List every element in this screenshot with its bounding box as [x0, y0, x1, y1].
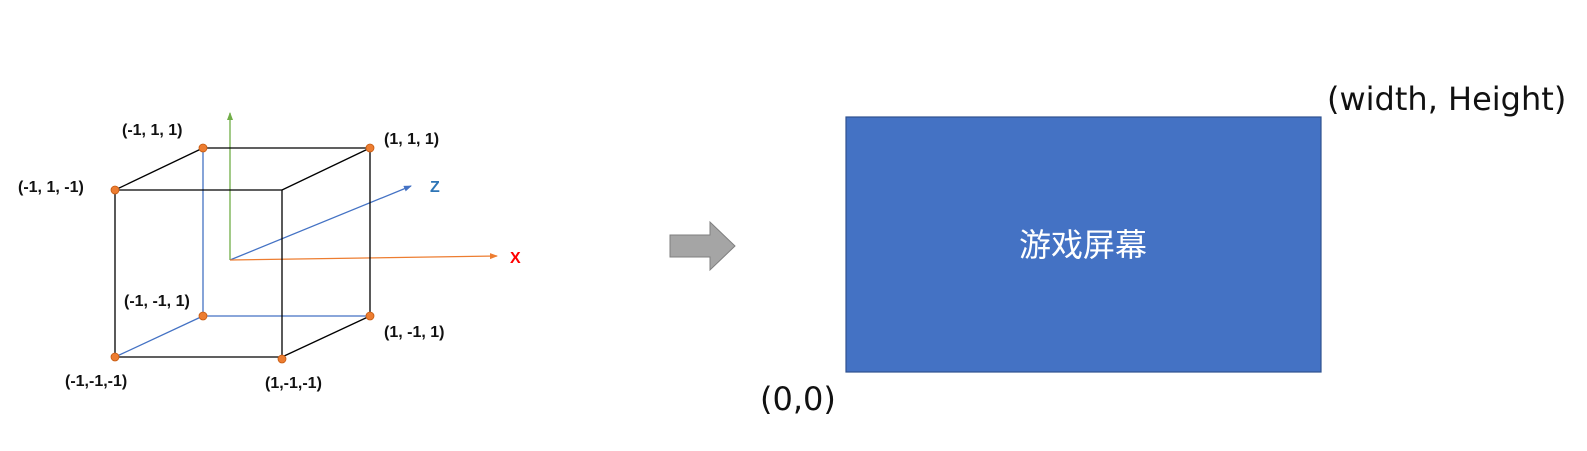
edge-bottom-right — [281, 315, 371, 358]
vertex-label-top-back-left: (-1, 1, 1) — [122, 122, 182, 139]
vertex-dot-bottom-front-right — [277, 354, 287, 364]
vertex-dot-bottom-back-left — [198, 311, 208, 321]
vertex-label-bottom-front-left: (-1,-1,-1) — [65, 373, 127, 390]
transform-arrow — [669, 220, 736, 272]
vertex-label-bottom-back-right: (1, -1, 1) — [384, 324, 444, 341]
game-screen-rect — [845, 116, 1322, 373]
hidden-edge-bottom-left — [114, 315, 204, 358]
vertex-dot-top-back-right — [365, 143, 375, 153]
screen-bottom-left-label: (0,0) — [760, 380, 836, 418]
cube-diagram: (-1, 1, 1) (1, 1, 1) (-1, 1, -1) (-1, -1… — [18, 112, 521, 392]
vertex-dot-bottom-front-left — [110, 352, 120, 362]
game-screen: 游戏屏幕 (width, Height) (0,0) — [760, 80, 1566, 418]
screen-top-right-label: (width, Height) — [1327, 80, 1566, 118]
vertex-dot-top-back-left — [198, 143, 208, 153]
x-axis-label: X — [510, 250, 521, 267]
vertex-label-top-front-left: (-1, 1, -1) — [18, 179, 84, 196]
vertex-label-bottom-back-left: (-1, -1, 1) — [124, 293, 190, 310]
cube-vertices — [110, 143, 375, 364]
vertex-label-bottom-front-right: (1,-1,-1) — [265, 375, 322, 392]
vertex-dot-top-front-left — [110, 185, 120, 195]
game-screen-label: 游戏屏幕 — [1019, 226, 1147, 264]
cube-hidden-edges — [114, 148, 370, 358]
x-axis-line — [229, 253, 498, 261]
edge-top-right — [281, 147, 371, 191]
cube-visible-edges — [114, 147, 371, 358]
cube-front-face — [114, 189, 283, 358]
vertex-dot-bottom-back-right — [365, 311, 375, 321]
z-axis-label: Z — [430, 179, 440, 196]
z-axis-line — [229, 185, 412, 261]
vertex-label-top-back-right: (1, 1, 1) — [384, 131, 439, 148]
edge-top-left — [114, 147, 204, 191]
